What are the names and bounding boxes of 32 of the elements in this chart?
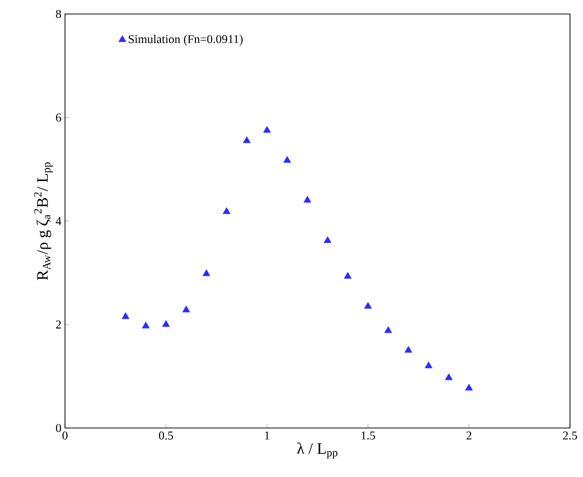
point <box>364 302 372 309</box>
legend-label: Simulation (Fn=0.0911) <box>128 34 243 46</box>
point <box>324 236 332 243</box>
point <box>263 126 271 133</box>
point <box>424 362 432 368</box>
point <box>182 306 190 312</box>
x-tick-label: 1 <box>265 432 270 440</box>
point <box>384 326 392 333</box>
y-tick-label: 2 <box>56 320 61 328</box>
point <box>465 384 473 390</box>
point <box>142 322 150 328</box>
point <box>122 312 130 320</box>
x-tick-label: 2 <box>466 432 472 440</box>
x-tick-label: 2.5 <box>563 432 578 440</box>
point <box>304 196 312 203</box>
y-tick-label: 8 <box>56 10 62 18</box>
point <box>404 346 412 353</box>
y-tick-label: 0 <box>56 424 62 432</box>
point <box>202 269 210 276</box>
point <box>344 272 352 279</box>
x-tick-label: 1.5 <box>362 432 376 440</box>
point <box>283 156 292 163</box>
x-tick-label: 0.5 <box>158 432 174 440</box>
point <box>444 373 453 380</box>
y-tick-label: 4 <box>56 217 62 225</box>
point <box>162 320 170 327</box>
y-tick-label: 6 <box>56 113 62 122</box>
x-tick-label: 0 <box>62 432 68 440</box>
point <box>222 207 230 214</box>
text: R$_{Aw}$/ρ g ζ$_{a}$$^{2}$B$^{2}$/ L$_{pp}$ <box>34 162 53 280</box>
x-axis-title: λ / L$_{pp}$ <box>297 442 338 459</box>
point <box>242 136 251 144</box>
